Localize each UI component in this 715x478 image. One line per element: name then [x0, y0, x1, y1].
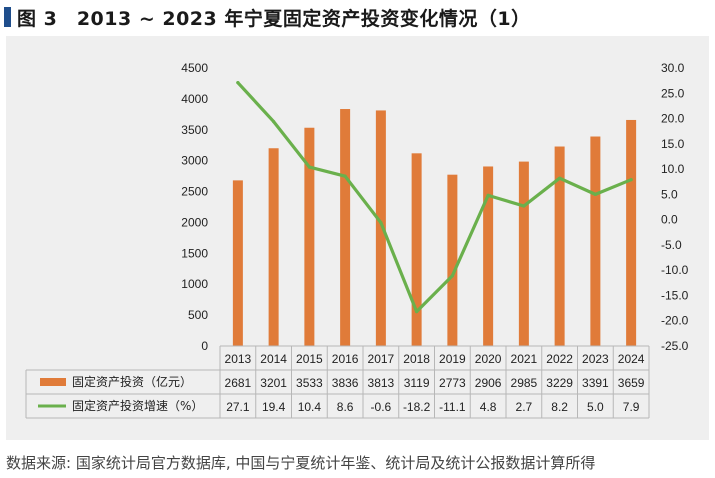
line-point [593, 192, 597, 196]
y-right-tick-label: -20.0 [661, 314, 689, 328]
x-tick-label: 2019 [439, 352, 466, 366]
bar-value-label: 3201 [260, 376, 287, 390]
line-value-label: 8.6 [337, 400, 354, 414]
bar-value-label: 3229 [546, 376, 573, 390]
line-point [558, 176, 562, 180]
line-value-label: 7.9 [623, 400, 640, 414]
bar-mark [232, 180, 243, 346]
x-tick-label: 2021 [511, 352, 538, 366]
y-left-tick-label: 4500 [181, 61, 208, 75]
y-right-tick-label: 30.0 [661, 61, 685, 75]
line-point [629, 178, 633, 182]
bar-value-label: 2985 [511, 376, 538, 390]
source-note: 数据来源: 国家统计局官方数据库, 中国与宁夏统计年鉴、统计局及统计公报数据计算… [6, 454, 596, 472]
bar-value-label: 2773 [439, 376, 466, 390]
bar-mark [483, 166, 494, 346]
line-point [486, 193, 490, 197]
y-right-tick-label: 20.0 [661, 112, 685, 126]
y-right-tick-label: 10.0 [661, 162, 685, 176]
y-left-tick-label: 1500 [181, 246, 208, 260]
y-left-tick-label: 3000 [181, 154, 208, 168]
y-right-tick-label: -25.0 [661, 339, 689, 353]
y-right-tick-label: -10.0 [661, 263, 689, 277]
x-tick-label: 2013 [225, 352, 252, 366]
bar-value-label: 2906 [475, 376, 502, 390]
legend-bar-swatch [40, 378, 66, 386]
line-point [522, 204, 526, 208]
x-tick-label: 2017 [368, 352, 395, 366]
bar-value-label: 3813 [368, 376, 395, 390]
bar-value-label: 3659 [618, 376, 645, 390]
line-point [307, 165, 311, 169]
line-point [379, 221, 383, 225]
figure-title: 图 3 2013 ~ 2023 年宁夏固定资产投资变化情况（1） [17, 7, 531, 30]
figure-title-bar: 图 3 2013 ~ 2023 年宁夏固定资产投资变化情况（1） [0, 0, 715, 34]
y-left-tick-label: 3500 [181, 123, 208, 137]
bar-value-label: 3391 [582, 376, 609, 390]
bar-value-label: 3119 [404, 376, 430, 390]
x-tick-label: 2015 [296, 352, 323, 366]
y-right-tick-label: 15.0 [661, 137, 685, 151]
bar-mark [268, 148, 279, 346]
x-tick-label: 2023 [582, 352, 609, 366]
bar-mark [590, 136, 601, 346]
x-tick-label: 2022 [546, 352, 573, 366]
x-tick-label: 2018 [403, 352, 430, 366]
line-point [343, 174, 347, 178]
y-left-tick-label: 1000 [181, 277, 208, 291]
bar-value-label: 3533 [296, 376, 323, 390]
bar-mark [340, 109, 351, 346]
title-marker [4, 7, 11, 27]
y-right-tick-label: 25.0 [661, 86, 685, 100]
line-value-label: 2.7 [516, 400, 533, 414]
combo-chart: 0 500 1000 1500 2000 2500 3000 3500 4000 4500 -25.… [25, 61, 689, 419]
x-tick-label: 2024 [618, 352, 645, 366]
y-left-tick-label: 0 [201, 339, 208, 353]
line-point [272, 119, 276, 124]
y-right-tick-label: 0.0 [661, 213, 678, 227]
line-value-label: -18.2 [403, 400, 431, 414]
line-value-label: -11.1 [439, 400, 466, 414]
chart-panel: 0 500 1000 1500 2000 2500 3000 3500 4000 4500 -25.… [6, 36, 709, 440]
bar-mark [554, 146, 565, 346]
y-left-tick-label: 2500 [181, 185, 208, 199]
line-value-label: 8.2 [551, 400, 568, 414]
line-point [415, 310, 419, 314]
line-value-label: 4.8 [480, 400, 497, 414]
y-right-tick-label: -15.0 [661, 288, 689, 302]
line-value-label: 27.1 [226, 400, 250, 414]
bar-mark [411, 153, 422, 346]
line-point [450, 274, 454, 278]
legend-bar-label: 固定资产投资（亿元） [72, 374, 192, 389]
bar-mark [304, 127, 315, 347]
bar-mark [375, 110, 386, 346]
line-value-label: 5.0 [587, 400, 604, 414]
bar-mark [626, 119, 637, 346]
line-value-label: -0.6 [371, 400, 392, 414]
line-value-label: 10.4 [298, 400, 322, 414]
x-tick-label: 2016 [332, 352, 359, 366]
x-tick-label: 2020 [475, 352, 502, 366]
bar-mark [447, 174, 458, 346]
y-left-tick-label: 4000 [181, 92, 208, 106]
y-right-tick-label: -5.0 [661, 238, 682, 252]
line-value-label: 19.4 [262, 400, 286, 414]
line-point [236, 81, 240, 85]
y-right-tick-label: 5.0 [661, 187, 678, 201]
bar-value-label: 2681 [225, 376, 252, 390]
bar-value-label: 3836 [332, 376, 359, 390]
x-tick-label: 2014 [260, 352, 287, 366]
legend-line-label: 固定资产投资增速（%） [72, 398, 203, 413]
bar-mark [518, 161, 529, 346]
y-left-tick-label: 2000 [181, 215, 208, 229]
y-left-tick-label: 500 [188, 308, 208, 322]
growth-line [236, 81, 633, 314]
